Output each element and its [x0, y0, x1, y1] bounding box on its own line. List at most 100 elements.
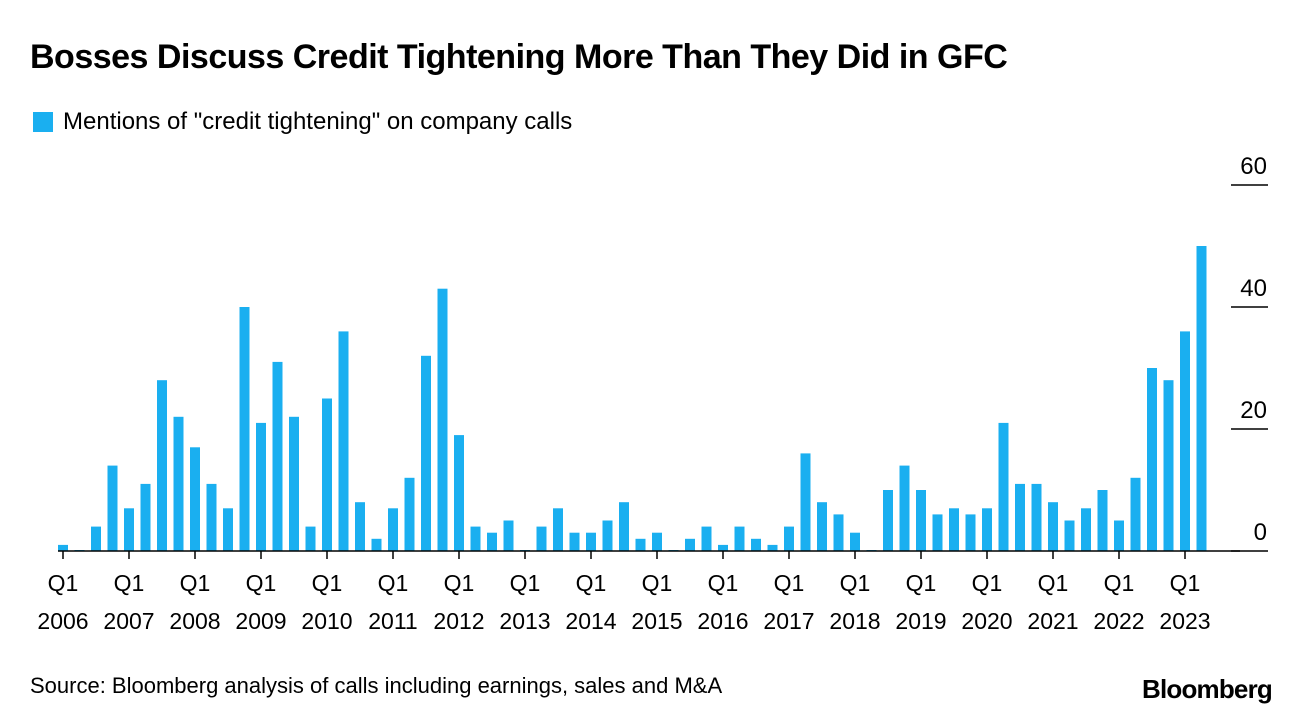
x-tick-label-quarter: Q1 [114, 570, 145, 596]
x-tick-label-year: 2006 [37, 608, 88, 634]
chart-title: Bosses Discuss Credit Tightening More Th… [30, 38, 1008, 76]
bar [1031, 483, 1042, 551]
x-tick-label-quarter: Q1 [642, 570, 673, 596]
x-tick-label-quarter: Q1 [1038, 570, 1069, 596]
bar [965, 514, 976, 551]
x-tick-label-year: 2017 [763, 608, 814, 634]
x-tick-label-year: 2021 [1027, 608, 1078, 634]
bar [58, 544, 68, 551]
y-tick-label: 0 [1254, 519, 1267, 546]
bar [734, 526, 745, 551]
bar [239, 307, 250, 551]
x-tick-label-year: 2023 [1159, 608, 1210, 634]
bar [1147, 368, 1157, 551]
bar [1097, 490, 1108, 551]
bar [635, 538, 646, 551]
x-tick-label-quarter: Q1 [972, 570, 1003, 596]
y-tick-label: 60 [1240, 153, 1267, 180]
bar [883, 490, 893, 551]
x-tick-label-quarter: Q1 [312, 570, 343, 596]
bar [470, 526, 481, 551]
legend-swatch [33, 112, 53, 132]
bar [718, 544, 728, 551]
bar [503, 520, 514, 551]
bar [602, 520, 613, 551]
x-tick-label-year: 2011 [368, 608, 417, 634]
bar [190, 447, 200, 551]
x-tick-label-year: 2013 [499, 608, 550, 634]
bar [701, 526, 712, 551]
bar [355, 502, 365, 551]
bar [619, 502, 629, 551]
bar [800, 453, 811, 551]
y-tick-label: 20 [1240, 397, 1267, 424]
bar [932, 514, 943, 551]
bar [1163, 380, 1174, 551]
bar [1196, 246, 1207, 551]
bar [322, 398, 332, 551]
bar [1130, 477, 1141, 551]
legend-label: Mentions of "credit tightening" on compa… [63, 108, 573, 135]
x-tick-label-quarter: Q1 [1170, 570, 1201, 596]
x-tick-label-quarter: Q1 [246, 570, 277, 596]
x-tick-label-quarter: Q1 [906, 570, 937, 596]
y-axis: 0 20 40 60 [1231, 153, 1268, 552]
x-tick-label-year: 2008 [169, 608, 220, 634]
x-tick-label-year: 2015 [631, 608, 682, 634]
x-tick-label-quarter: Q1 [576, 570, 607, 596]
x-tick-label-quarter: Q1 [510, 570, 541, 596]
bar [833, 514, 844, 551]
x-tick-label-year: 2014 [565, 608, 616, 634]
x-tick-label-year: 2022 [1093, 608, 1144, 634]
x-tick-label-quarter: Q1 [1104, 570, 1135, 596]
bar [421, 355, 431, 551]
x-tick-label-year: 2007 [103, 608, 154, 634]
bar [107, 465, 118, 551]
bar [553, 508, 563, 551]
bar [404, 477, 415, 551]
bars-group [58, 246, 1207, 551]
bar [487, 532, 497, 551]
bar [140, 483, 151, 551]
bloomberg-logo: Bloomberg [1141, 674, 1273, 704]
y-tick-label: 40 [1240, 275, 1267, 302]
bar [454, 435, 464, 551]
bar [685, 538, 695, 551]
x-tick-label-quarter: Q1 [708, 570, 739, 596]
legend: Mentions of "credit tightening" on compa… [33, 108, 572, 136]
x-tick-label-year: 2018 [829, 608, 880, 634]
bar [1114, 520, 1124, 551]
bar [91, 526, 101, 551]
bar [437, 288, 448, 551]
x-tick-label-year: 2016 [697, 608, 748, 634]
bar [652, 532, 662, 551]
bar [784, 526, 794, 551]
bar [586, 532, 596, 551]
bar [173, 416, 184, 551]
source-note: Source: Bloomberg analysis of calls incl… [30, 673, 723, 698]
bar [206, 483, 217, 551]
bar [1048, 502, 1058, 551]
bar [850, 532, 860, 551]
bar [223, 508, 233, 551]
bar [388, 508, 398, 551]
x-tick-label-quarter: Q1 [180, 570, 211, 596]
bar [272, 361, 283, 551]
bar [998, 422, 1009, 551]
bar [751, 538, 761, 551]
x-axis: Q1 2006 Q1 2007 Q1 2008 Q1 2009 Q1 2010 Q1 2011 Q1 20… [37, 550, 1240, 634]
bar [305, 526, 316, 551]
x-tick-label-year: 2012 [433, 608, 484, 634]
bar [982, 508, 992, 551]
bar [338, 331, 349, 551]
bar [157, 380, 167, 551]
x-tick-label-year: 2009 [235, 608, 286, 634]
bar [569, 532, 580, 551]
x-tick-label-year: 2020 [961, 608, 1012, 634]
bar [1064, 520, 1075, 551]
bar [767, 544, 778, 551]
x-tick-label-quarter: Q1 [378, 570, 409, 596]
x-tick-label-quarter: Q1 [48, 570, 79, 596]
bar [1015, 483, 1025, 551]
